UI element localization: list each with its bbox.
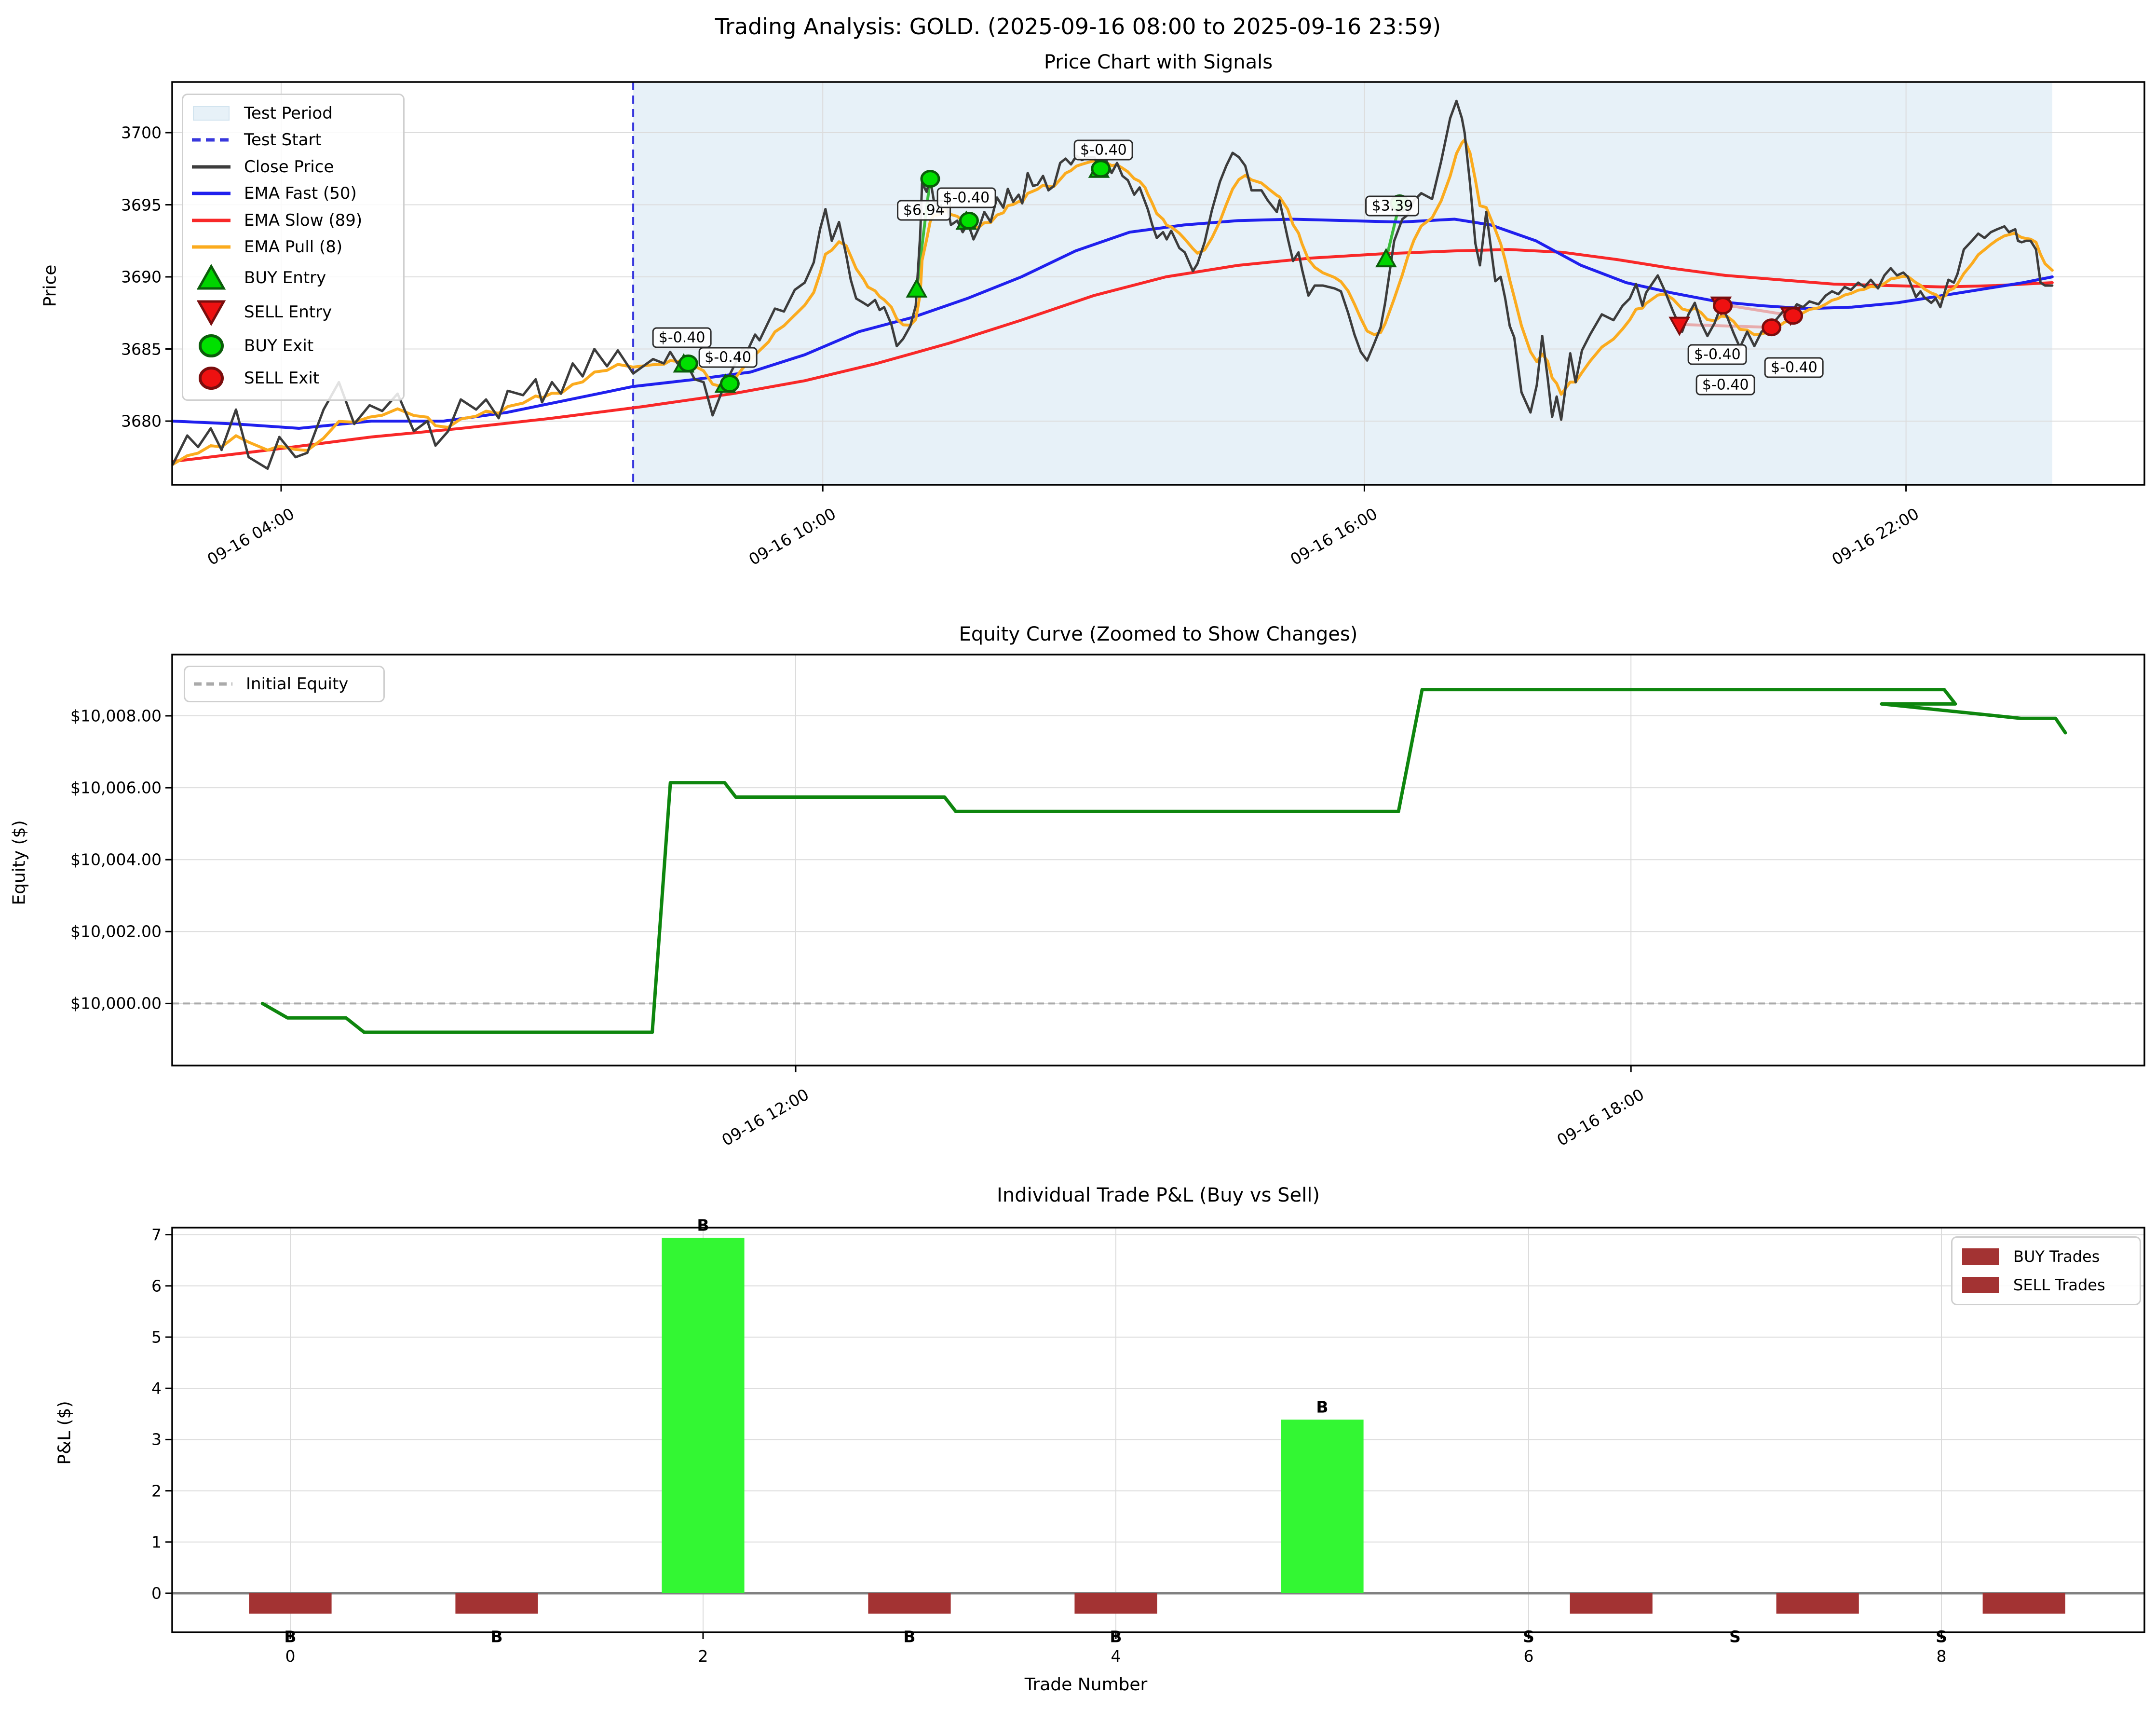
trade-pnl-annotation: $3.39: [1365, 195, 1420, 217]
price-ytick-3680: 3680: [121, 411, 162, 431]
pnl-xtick-8: 8: [1936, 1647, 1947, 1666]
figure-title: Trading Analysis: GOLD. (2025-09-16 08:0…: [715, 14, 1441, 40]
equity-ytick-10002: $10,002.00: [70, 922, 162, 941]
pnl-ytick-6: 6: [151, 1276, 162, 1296]
trade-side-label: B: [1110, 1627, 1122, 1646]
pnl-xtick-0: 0: [285, 1647, 296, 1666]
trade-pnl-annotation: $-0.40: [1074, 139, 1133, 161]
legend-row-sell-exit: SELL Exit: [191, 366, 395, 391]
legend-label: Initial Equity: [246, 674, 349, 694]
pnl-xtick-2: 2: [698, 1647, 708, 1666]
legend-label: Close Price: [244, 157, 334, 177]
equity-legend: Initial Equity: [184, 666, 385, 702]
legend-row-test-period: Test Period: [191, 104, 395, 123]
pnl-ytick-5: 5: [151, 1327, 162, 1347]
initial-equity-dashed-icon: [193, 682, 233, 686]
pnl-chart-title: Individual Trade P&L (Buy vs Sell): [997, 1184, 1320, 1206]
trade-pnl-annotation: $-0.40: [652, 327, 712, 348]
trade-pnl-annotation: $-0.40: [698, 347, 758, 368]
legend-row-buy-trades: BUY Trades: [1960, 1247, 2132, 1266]
ema-pull-line-icon: [191, 245, 231, 249]
close-line-icon: [191, 164, 231, 169]
price-ytick-3685: 3685: [121, 340, 162, 358]
legend-label: SELL Trades: [2013, 1275, 2105, 1294]
price-legend: Test Period Test Start Close Price EMA F…: [182, 94, 405, 401]
pnl-ytick-4: 4: [151, 1379, 162, 1398]
pnl-ytick-0: 0: [151, 1584, 162, 1603]
trade-pnl-annotation: $-0.40: [1764, 357, 1824, 378]
legend-label: EMA Fast (50): [244, 184, 357, 204]
legend-row-ema-pull: EMA Pull (8): [191, 237, 395, 257]
legend-label: SELL Entry: [244, 302, 332, 322]
legend-label: BUY Entry: [244, 268, 326, 287]
sell-exit-icon: [191, 366, 231, 391]
price-chart-title: Price Chart with Signals: [1044, 51, 1273, 73]
legend-row-close-price: Close Price: [191, 157, 395, 177]
trade-pnl-annotation: $-0.40: [936, 187, 996, 208]
buy-exit-icon: [191, 333, 231, 358]
legend-label: Test Period: [244, 103, 333, 123]
legend-label: EMA Slow (89): [244, 210, 363, 230]
ema-slow-line-icon: [191, 218, 231, 223]
ema-fast-line-icon: [191, 191, 231, 196]
sell-trades-swatch-icon: [1960, 1276, 2001, 1293]
trade-side-label: B: [284, 1627, 297, 1646]
price-ytick-3700: 3700: [121, 123, 162, 142]
trade-side-label: B: [903, 1627, 916, 1646]
legend-row-ema-slow: EMA Slow (89): [191, 211, 395, 230]
legend-row-buy-entry: BUY Entry: [191, 264, 395, 291]
trade-side-label: B: [1316, 1397, 1329, 1417]
legend-row-ema-fast: EMA Fast (50): [191, 184, 395, 203]
pnl-ytick-3: 3: [151, 1430, 162, 1449]
pnl-legend: BUY Trades SELL Trades: [1951, 1236, 2141, 1305]
buy-entry-icon: [191, 264, 231, 291]
legend-row-sell-trades: SELL Trades: [1960, 1276, 2132, 1294]
trade-side-label: S: [1936, 1627, 1947, 1646]
test-period-swatch-icon: [191, 106, 231, 121]
trade-side-label: S: [1523, 1627, 1534, 1646]
pnl-xtick-4: 4: [1111, 1647, 1121, 1666]
pnl-xtick-6: 6: [1523, 1647, 1534, 1666]
legend-row-test-start: Test Start: [191, 130, 395, 150]
sell-entry-icon: [191, 299, 231, 326]
trade-pnl-annotation: $-0.40: [1687, 344, 1747, 365]
trade-side-label: S: [1729, 1627, 1741, 1646]
pnl-ytick-2: 2: [151, 1481, 162, 1501]
equity-ytick-10008: $10,008.00: [70, 706, 162, 725]
equity-ytick-10006: $10,006.00: [70, 778, 162, 797]
legend-label: SELL Exit: [244, 369, 320, 388]
pnl-x-axis-label: Trade Number: [1024, 1675, 1148, 1695]
trade-side-label: B: [697, 1216, 709, 1235]
legend-row-buy-exit: BUY Exit: [191, 333, 395, 358]
legend-row-sell-entry: SELL Entry: [191, 299, 395, 326]
buy-trades-swatch-icon: [1960, 1248, 2001, 1265]
dashed-line-icon: [191, 137, 231, 142]
price-ytick-3690: 3690: [121, 267, 162, 287]
legend-label: BUY Trades: [2013, 1247, 2100, 1266]
equity-ytick-10004: $10,004.00: [70, 850, 162, 869]
legend-row-initial-equity: Initial Equity: [193, 674, 376, 694]
trade-side-label: B: [490, 1627, 503, 1646]
legend-label: EMA Pull (8): [244, 237, 343, 257]
legend-label: Test Start: [244, 130, 322, 150]
equity-ytick-10000: $10,000.00: [70, 994, 162, 1013]
trade-pnl-annotation: $-0.40: [1695, 374, 1755, 396]
pnl-ytick-1: 1: [151, 1532, 162, 1552]
price-ytick-3695: 3695: [121, 195, 162, 214]
pnl-ytick-7: 7: [151, 1225, 162, 1244]
equity-chart-title: Equity Curve (Zoomed to Show Changes): [959, 623, 1358, 645]
legend-label: BUY Exit: [244, 336, 314, 355]
